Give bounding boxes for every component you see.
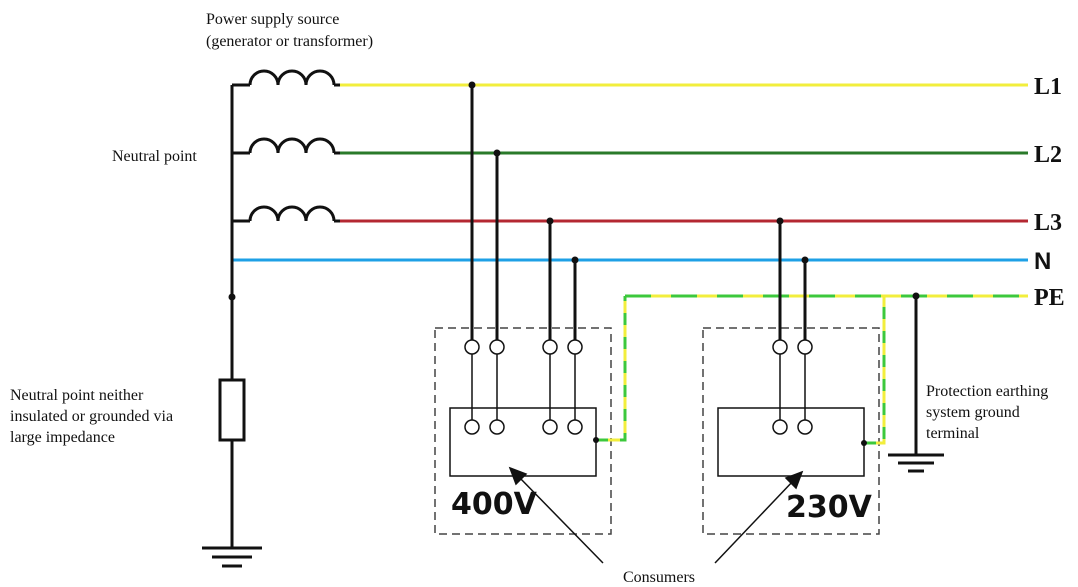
consumer-1-feeders <box>470 85 577 340</box>
neutral-note-line-2: insulated or grounded via <box>10 408 173 425</box>
source-windings <box>232 69 340 223</box>
neutral-junction-dot <box>228 293 236 301</box>
consumer-1-terminals <box>464 339 583 435</box>
consumer-2-feeders <box>778 221 807 340</box>
protection-ground-icon <box>888 453 944 473</box>
source-label-line-2: (generator or transformer) <box>206 33 373 50</box>
bus-pe-label: PE <box>1034 285 1065 311</box>
source-ground-icon <box>202 546 262 568</box>
consumer-2-terminals <box>772 339 813 435</box>
neutral-note-line-1: Neutral point neither <box>10 387 144 404</box>
consumer-1-voltage: 400V <box>451 487 538 522</box>
bus-l3-label: L3 <box>1034 210 1062 236</box>
consumer-2-enclosure <box>702 327 880 535</box>
bus-l1-label: L1 <box>1034 74 1062 100</box>
neutral-point-label: Neutral point <box>112 148 197 165</box>
earthing-note-line-2: system ground <box>926 404 1020 421</box>
source-label-line-1: Power supply source <box>206 11 339 28</box>
large-impedance-resistor <box>218 378 246 442</box>
consumer-2-inner-wires <box>779 354 806 420</box>
consumer-1-junction-dots <box>468 81 579 264</box>
consumers-arrows <box>508 466 804 564</box>
neutral-note: Neutral point neither insulated or groun… <box>10 387 177 446</box>
earthing-note-line-3: terminal <box>926 425 980 442</box>
consumer-1-inner-wires <box>471 354 576 420</box>
bus-l2-label: L2 <box>1034 142 1062 168</box>
consumer-2-voltage: 230V <box>786 490 873 525</box>
earthing-note: Protection earthing system ground termin… <box>926 383 1052 442</box>
source-label: Power supply source (generator or transf… <box>206 11 373 50</box>
consumer-2-junction-dots <box>776 217 809 264</box>
bus-n-label: N <box>1034 248 1051 275</box>
neutral-note-line-3: large impedance <box>10 429 115 446</box>
consumer-2-load-box <box>717 407 865 477</box>
protection-earth-junction-dot <box>912 292 920 300</box>
consumer-1-pe-lead <box>593 296 627 443</box>
earthing-note-line-1: Protection earthing <box>926 383 1048 400</box>
consumers-label: Consumers <box>623 569 695 586</box>
consumer-1-enclosure <box>434 327 612 535</box>
consumer-2-pe-lead <box>861 296 886 446</box>
